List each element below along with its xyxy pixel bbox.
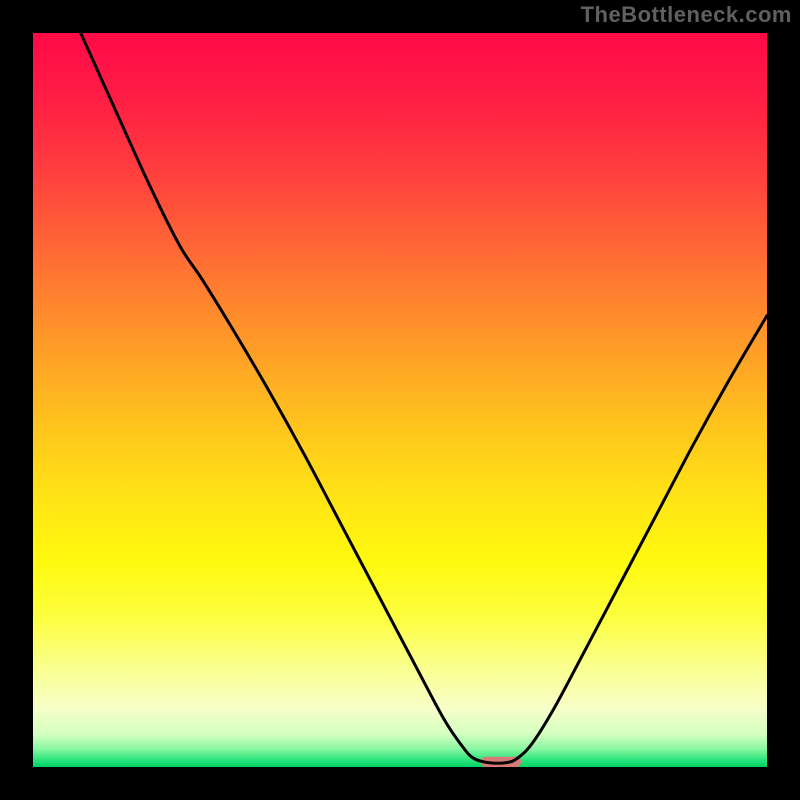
- bottleneck-curve-chart: [33, 33, 767, 767]
- watermark-text: TheBottleneck.com: [581, 2, 792, 28]
- plot-area: [33, 33, 767, 767]
- gradient-background: [33, 33, 767, 767]
- chart-frame: TheBottleneck.com: [0, 0, 800, 800]
